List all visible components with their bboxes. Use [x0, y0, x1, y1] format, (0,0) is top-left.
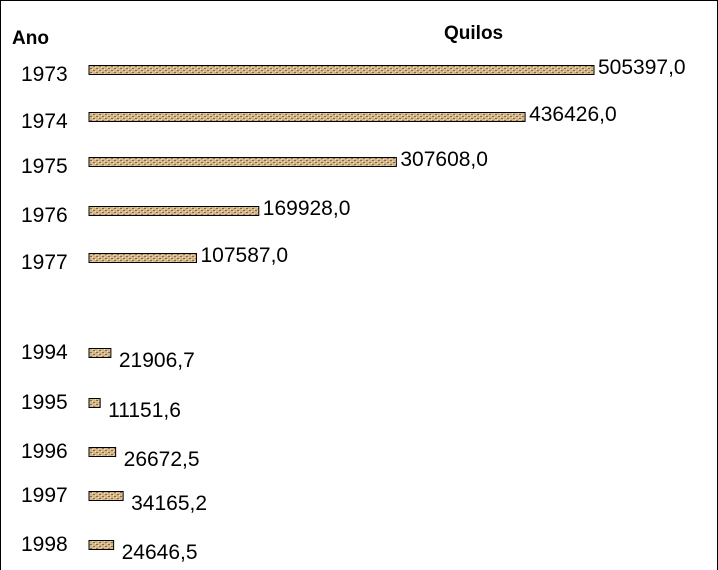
bar: [88, 491, 124, 501]
year-label: 1977: [21, 251, 68, 274]
category-header: Ano: [12, 28, 49, 49]
bar: [88, 253, 198, 263]
year-label: 1974: [21, 110, 68, 133]
bar: [88, 65, 595, 75]
bar: [88, 112, 526, 122]
bar: [88, 447, 117, 457]
value-label: 436426,0: [529, 103, 617, 126]
bar: [88, 157, 397, 167]
value-label: 26672,5: [124, 448, 200, 471]
bar: [88, 398, 101, 408]
year-label: 1973: [21, 63, 68, 86]
value-label: 169928,0: [263, 197, 351, 220]
value-header: Quilos: [444, 23, 503, 44]
value-label: 307608,0: [400, 148, 488, 171]
value-label: 34165,2: [131, 492, 207, 515]
bar: [88, 206, 260, 216]
value-label: 505397,0: [598, 56, 686, 79]
value-label: 11151,6: [108, 399, 181, 422]
year-label: 1998: [21, 533, 68, 556]
year-label: 1995: [21, 391, 68, 414]
value-label: 21906,7: [119, 349, 195, 372]
year-label: 1975: [21, 155, 68, 178]
value-label: 24646,5: [122, 541, 198, 564]
bar: [88, 348, 112, 358]
year-label: 1994: [21, 341, 68, 364]
year-label: 1996: [21, 440, 68, 463]
bar: [88, 540, 115, 550]
year-label: 1976: [21, 204, 68, 227]
value-label: 107587,0: [201, 244, 289, 267]
bars-layer: 1973 505397,0 1974 436426,0 1975 307608,0 1976…: [21, 56, 686, 564]
year-label: 1997: [21, 484, 68, 507]
